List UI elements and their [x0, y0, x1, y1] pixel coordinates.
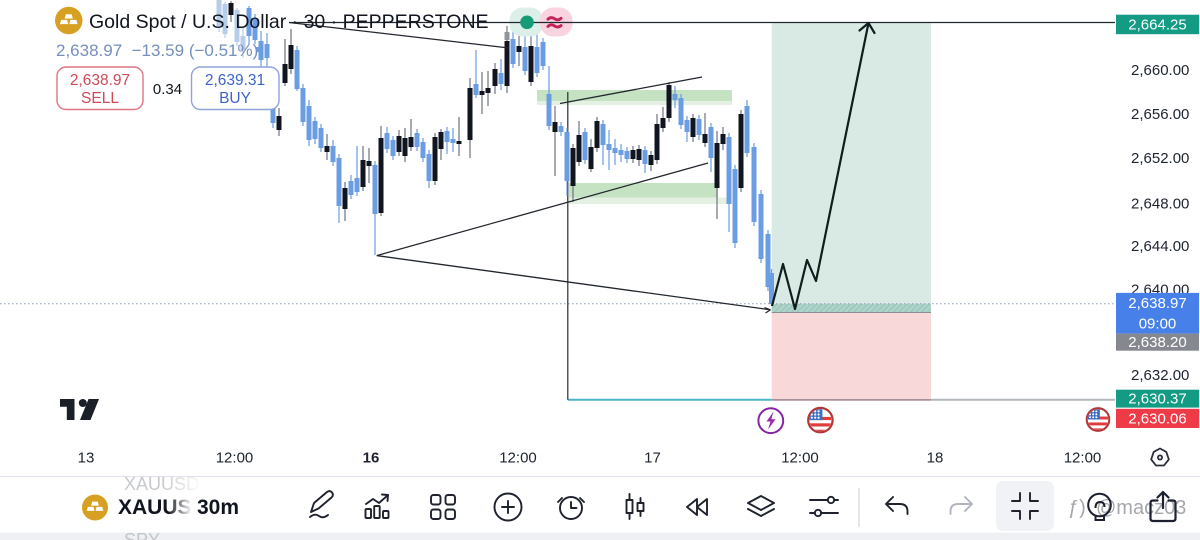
- svg-text:16: 16: [363, 450, 380, 467]
- svg-text:2,639.31: 2,639.31: [205, 72, 265, 89]
- svg-text:12:00: 12:00: [1064, 450, 1102, 467]
- svg-text:0.34: 0.34: [153, 81, 182, 98]
- svg-text:12:00: 12:00: [499, 450, 537, 467]
- svg-text:2,638.97: 2,638.97: [70, 72, 130, 89]
- svg-text:2,656.00: 2,656.00: [1131, 106, 1189, 123]
- svg-text:2,630.06: 2,630.06: [1128, 410, 1186, 427]
- svg-text:2,638.20: 2,638.20: [1128, 334, 1186, 351]
- svg-text:2,664.25: 2,664.25: [1128, 16, 1186, 33]
- svg-text:2,638.97 −13.59 (−0.51%): 2,638.97 −13.59 (−0.51%): [56, 41, 258, 60]
- svg-text:09:00: 09:00: [1139, 315, 1177, 332]
- svg-text:2,660.00: 2,660.00: [1131, 62, 1189, 79]
- svg-text:ƒ): ƒ): [1068, 497, 1086, 519]
- svg-text:30m: 30m: [197, 496, 239, 519]
- svg-text:Gold Spot / U.S. Dollar · 30 ·: Gold Spot / U.S. Dollar · 30 · PEPPERSTO…: [89, 11, 489, 33]
- svg-text:13: 13: [78, 450, 95, 467]
- svg-text:12:00: 12:00: [781, 450, 819, 467]
- svg-text:SPY: SPY: [124, 530, 160, 540]
- svg-text:2,648.00: 2,648.00: [1131, 196, 1189, 213]
- svg-text:2,644.00: 2,644.00: [1131, 238, 1189, 255]
- svg-text:2,638.97: 2,638.97: [1128, 295, 1186, 312]
- svg-text:2,652.00: 2,652.00: [1131, 150, 1189, 167]
- svg-text:12:00: 12:00: [216, 450, 254, 467]
- svg-text:SELL: SELL: [81, 90, 119, 107]
- svg-text:2,632.00: 2,632.00: [1131, 367, 1189, 384]
- svg-text:17: 17: [644, 450, 661, 467]
- svg-text:18: 18: [927, 450, 944, 467]
- svg-text:BUY: BUY: [219, 90, 251, 107]
- svg-text:2,630.37: 2,630.37: [1128, 391, 1186, 408]
